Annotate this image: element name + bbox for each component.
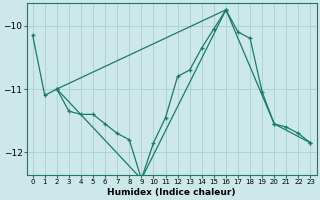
X-axis label: Humidex (Indice chaleur): Humidex (Indice chaleur) [107, 188, 236, 197]
